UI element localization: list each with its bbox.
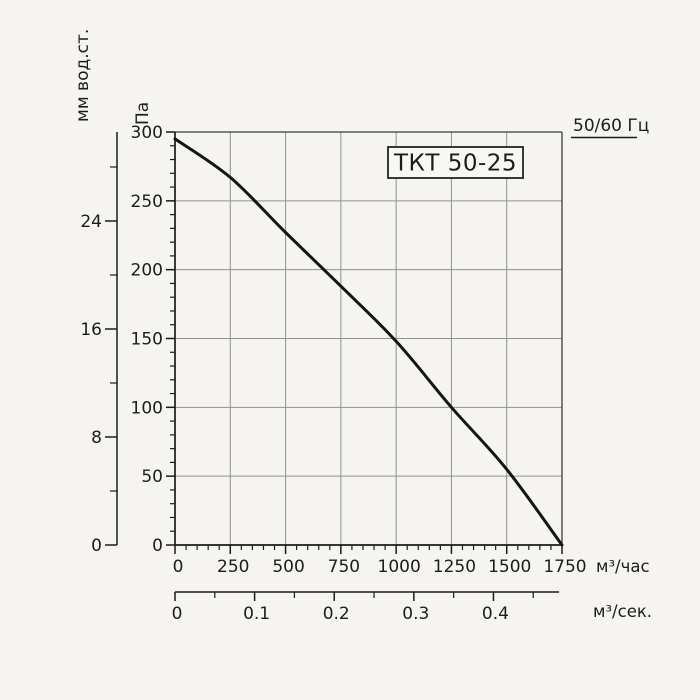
flow-sec-tick-label: 0: [172, 604, 183, 624]
flow-sec-tick-label: 0.2: [323, 604, 350, 624]
flow-sec-unit-label: м³/сек.: [593, 602, 652, 621]
mm-tick-label: 8: [91, 428, 102, 448]
title-box: ТКТ 50-25: [387, 146, 524, 179]
flow-tick-label: 500: [272, 557, 304, 577]
pa-tick-label: 150: [131, 330, 163, 350]
flow-tick-label: 250: [217, 557, 249, 577]
pa-tick-label: 100: [131, 398, 163, 418]
mm-tick-label: 16: [80, 320, 102, 340]
chart-title: ТКТ 50-25: [393, 151, 517, 177]
pa-tick-label: 0: [152, 536, 163, 556]
flow-sec-tick-label: 0.1: [243, 604, 270, 624]
pa-tick-label: 300: [131, 123, 163, 143]
pa-tick-label: 200: [131, 261, 163, 281]
fan-pressure-curve: [173, 137, 564, 547]
curve-group: [173, 137, 564, 547]
flow-sec-tick-label: 0.3: [402, 604, 429, 624]
pa-axis-title: Па: [133, 102, 153, 125]
grid-lines: [175, 132, 562, 545]
flow-tick-label: 0: [173, 557, 184, 577]
plot-border: [175, 131, 563, 545]
pa-tick-label: 250: [131, 192, 163, 212]
flow-tick-label: 750: [328, 557, 360, 577]
mm-tick-label: 0: [91, 536, 102, 556]
flow-tick-label: 1750: [543, 557, 586, 577]
flow-tick-label: 1000: [378, 557, 421, 577]
frequency-label: 50/60 Гц: [573, 116, 649, 136]
pa-tick-label: 50: [141, 467, 163, 487]
mm-tick-label: 24: [80, 212, 102, 232]
mm-axis-title: мм вод.ст.: [73, 29, 93, 122]
axes: 0 50 100 150 200 250 300 0 8 16 24 0 250 500 750 1000 12…: [80, 123, 586, 624]
flow-tick-label: 1500: [488, 557, 531, 577]
flow-tick-label: 1250: [433, 557, 476, 577]
flow-hour-unit-label: м³/час: [596, 557, 650, 576]
flow-sec-tick-label: 0.4: [482, 604, 509, 624]
